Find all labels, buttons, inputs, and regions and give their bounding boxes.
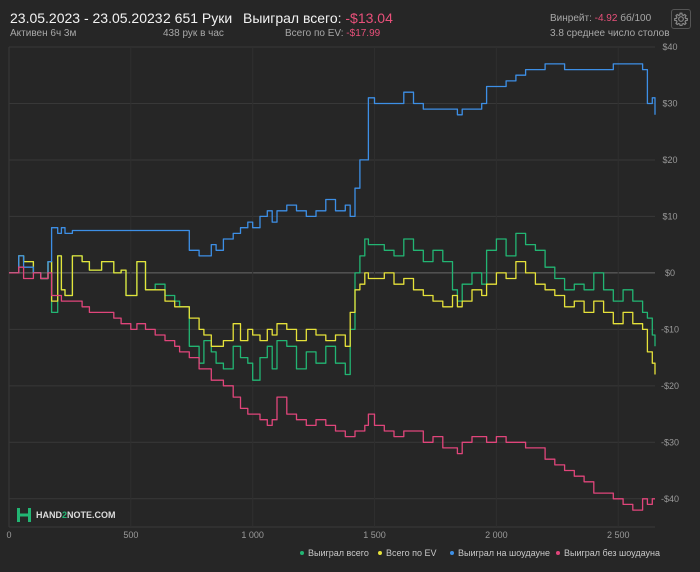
won-total: Выиграл всего: -$13.04 — [243, 10, 393, 26]
ev-total-label: Всего по EV: — [285, 28, 344, 39]
legend-label-0: Выиграл всего — [308, 548, 369, 558]
y-tick-label: -$30 — [661, 437, 679, 447]
legend-label-1: Всего по EV — [386, 548, 436, 558]
date-range: 23.05.2023 - 23.05.2023 — [10, 10, 163, 26]
legend-dot-3 — [556, 551, 560, 555]
x-tick-label: 500 — [123, 530, 138, 540]
y-axis-labels: $40 $30 $20 $10 $0 -$10 -$20 -$30 -$40 — [661, 42, 679, 504]
series-line-3 — [9, 266, 655, 511]
avg-tables: 3.8 среднее число столов — [550, 28, 670, 39]
x-tick-label: 0 — [6, 530, 11, 540]
y-tick-label: -$40 — [661, 494, 679, 504]
x-tick-label: 2 500 — [607, 530, 630, 540]
series-line-2 — [9, 63, 656, 280]
y-tick-label: $40 — [662, 42, 677, 52]
winrate-label: Винрейт: — [550, 13, 592, 24]
y-tick-label: -$10 — [661, 324, 679, 334]
legend-dot-0 — [300, 551, 304, 555]
legend-label-3: Выиграл без шоудауна — [564, 548, 660, 558]
x-tick-label: 1 000 — [241, 530, 264, 540]
legend-dot-1 — [378, 551, 382, 555]
gear-icon — [674, 12, 688, 26]
series-line-0 — [9, 232, 656, 381]
won-total-label: Выиграл всего: — [243, 10, 342, 26]
logo-text-a: HAND — [36, 510, 62, 520]
settings-button[interactable] — [671, 9, 691, 29]
hands-per-hour: 438 рук в час — [163, 28, 224, 39]
logo-text-c: NOTE.COM — [67, 510, 116, 520]
y-tick-label: $10 — [662, 211, 677, 221]
y-tick-label: $0 — [665, 268, 675, 278]
y-tick-label: $20 — [662, 155, 677, 165]
y-tick-label: $30 — [662, 98, 677, 108]
won-total-value: -$13.04 — [345, 10, 393, 26]
series-line-1 — [9, 255, 656, 375]
x-axis-labels: 0 500 1 000 1 500 2 000 2 500 — [6, 530, 629, 540]
winrate-unit: бб/100 — [620, 13, 652, 24]
logo: HAND2NOTE.COM — [16, 507, 116, 523]
legend-label-2: Выиграл на шоудауне — [458, 548, 550, 558]
legend-dot-2 — [450, 551, 454, 555]
logo-text-b: 2 — [62, 510, 68, 520]
x-tick-label: 2 000 — [485, 530, 508, 540]
hands-count: 2 651 Руки — [163, 10, 233, 26]
active-time: Активен 6ч 3м — [10, 28, 77, 39]
winrate-value: -4.92 — [594, 13, 618, 24]
grid — [8, 46, 655, 528]
x-tick-label: 1 500 — [363, 530, 386, 540]
series-lines — [9, 63, 656, 511]
y-tick-label: -$20 — [661, 381, 679, 391]
ev-total: Всего по EV: -$17.99 — [285, 28, 380, 39]
hand2note-logo-icon — [17, 508, 31, 522]
ev-total-value: -$17.99 — [346, 28, 381, 39]
winrate: Винрейт: -4.92 бб/100 — [550, 13, 651, 24]
legend: Выиграл всего Всего по EV Выиграл на шоуда… — [300, 548, 660, 558]
